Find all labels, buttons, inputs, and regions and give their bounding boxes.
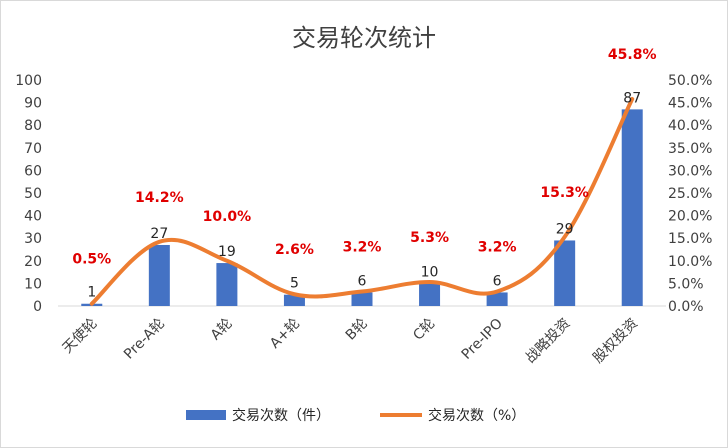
bar-value-label: 6 <box>358 273 367 289</box>
bar <box>216 263 238 306</box>
left-axis-tick-label: 10 <box>24 276 42 292</box>
left-axis-tick-label: 100 <box>15 73 42 89</box>
left-axis-tick-label: 50 <box>24 186 42 202</box>
legend-bar-label: 交易次数（件） <box>232 407 330 424</box>
bar <box>419 283 441 306</box>
bar-value-label: 87 <box>623 90 641 106</box>
bar-series <box>81 109 643 306</box>
chart-title: 交易轮次统计 <box>292 24 436 52</box>
left-axis-tick-label: 60 <box>24 163 42 179</box>
bar-value-label: 5 <box>290 276 299 292</box>
percent-value-label: 14.2% <box>135 190 184 206</box>
bar-value-label: 27 <box>150 226 168 242</box>
left-axis-tick-label: 20 <box>24 254 42 270</box>
right-axis-tick-label: 30.0% <box>668 163 712 179</box>
bar <box>621 109 643 306</box>
bar-value-label: 6 <box>493 273 502 289</box>
percent-value-label: 45.8% <box>608 47 657 63</box>
bar-value-label: 19 <box>218 244 236 260</box>
left-axis-tick-label: 40 <box>24 209 42 225</box>
right-axis-tick-label: 25.0% <box>668 186 712 202</box>
bar-value-label: 1 <box>87 285 96 301</box>
right-axis-tick-label: 10.0% <box>668 254 712 270</box>
legend: 交易次数（件） 交易次数（%） <box>186 407 525 424</box>
left-axis-tick-label: 0 <box>33 299 42 315</box>
right-axis-tick-label: 15.0% <box>668 231 712 247</box>
bar-value-label: 29 <box>556 221 574 237</box>
left-axis: 0 10 20 30 40 50 60 70 80 90 100 <box>15 73 42 315</box>
right-axis-tick-label: 20.0% <box>668 209 712 225</box>
bar <box>283 294 305 306</box>
legend-line-label: 交易次数（%） <box>428 407 525 424</box>
percent-line <box>89 96 635 306</box>
percent-value-label: 3.2% <box>478 240 517 256</box>
percent-value-label: 5.3% <box>410 230 449 246</box>
right-axis-tick-label: 40.0% <box>668 118 712 134</box>
legend-bar-swatch <box>186 410 226 420</box>
bar-data-labels: 1 27 19 5 6 10 6 29 87 <box>87 90 641 300</box>
right-axis: 0.0% 5.0% 10.0% 15.0% 20.0% 25.0% 30.0% 35.0% 40… <box>668 73 712 315</box>
bar <box>148 244 170 306</box>
left-axis-tick-label: 30 <box>24 231 42 247</box>
percent-value-label: 0.5% <box>72 252 111 268</box>
percent-value-label: 2.6% <box>275 242 314 258</box>
right-axis-tick-label: 45.0% <box>668 96 712 112</box>
left-axis-tick-label: 70 <box>24 141 42 157</box>
left-axis-tick-label: 80 <box>24 118 42 134</box>
percent-value-label: 10.0% <box>203 209 252 225</box>
bar <box>486 292 508 306</box>
right-axis-tick-label: 35.0% <box>668 141 712 157</box>
bar-value-label: 10 <box>421 264 439 280</box>
right-axis-tick-label: 0.0% <box>668 299 704 315</box>
left-axis-tick-label: 90 <box>24 96 42 112</box>
right-axis-tick-label: 5.0% <box>668 276 704 292</box>
bar <box>554 240 576 306</box>
line-series <box>89 96 635 306</box>
percent-data-labels: 0.5% 14.2% 10.0% 2.6% 3.2% 5.3% 3.2% 15.3% 45.8% <box>72 47 656 268</box>
percent-value-label: 3.2% <box>343 240 382 256</box>
right-axis-tick-label: 50.0% <box>668 73 712 89</box>
bar <box>351 292 373 306</box>
percent-value-label: 15.3% <box>540 185 589 201</box>
